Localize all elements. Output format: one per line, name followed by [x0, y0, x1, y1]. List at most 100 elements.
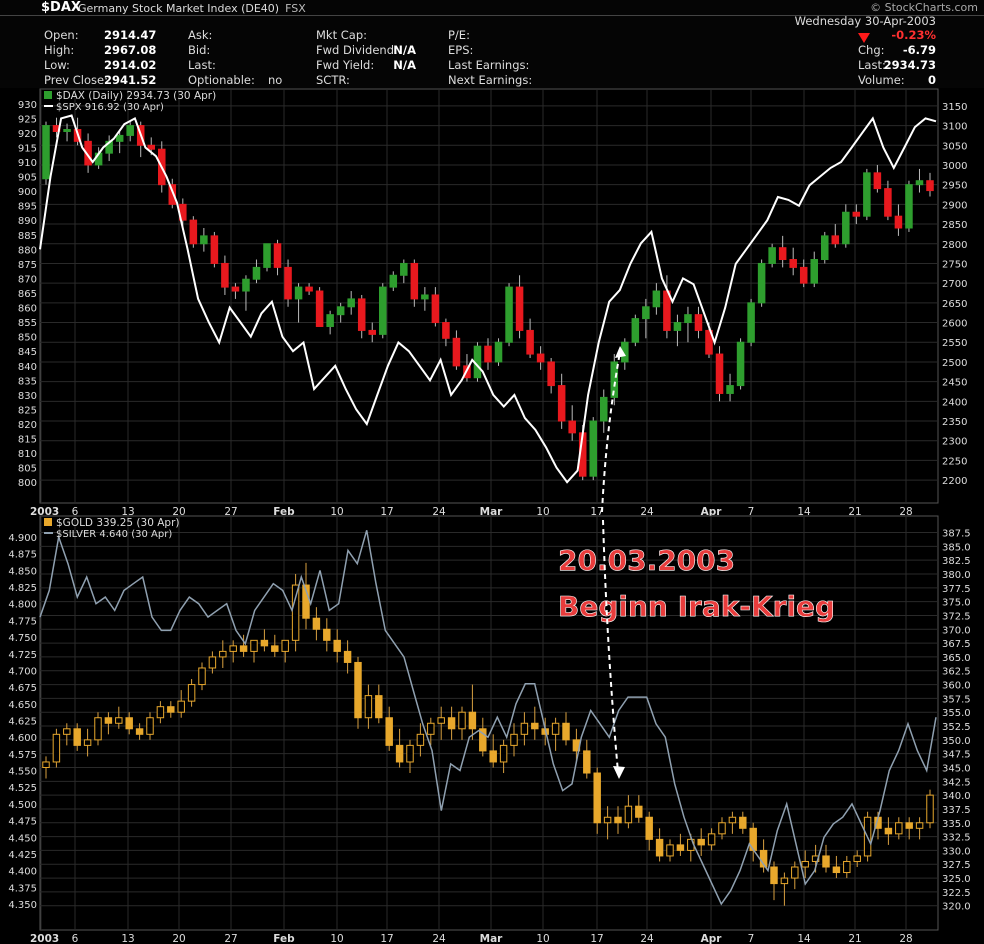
header-divider — [0, 15, 984, 16]
y-left-tick-label: 865 — [18, 289, 37, 300]
y-left-tick-label: 4.825 — [8, 583, 37, 594]
legend-swatch-main — [44, 91, 52, 99]
y-left-tick-label: 880 — [18, 245, 37, 256]
candle-body — [728, 816, 737, 824]
symbol-title: $DAX — [41, 0, 81, 15]
candle-body — [52, 733, 61, 763]
y-left-tick-label: 920 — [18, 129, 37, 140]
candle-body — [635, 805, 643, 818]
y-left-tick-label: 4.625 — [8, 717, 37, 728]
y-left-tick-label: 870 — [18, 274, 37, 285]
y-left-tick-label: 4.525 — [8, 783, 37, 794]
y-right-tick-label: 350.0 — [942, 736, 971, 747]
candle-body — [789, 259, 797, 268]
candle-body — [718, 822, 726, 835]
candle-body — [510, 733, 518, 746]
y-right-tick-label: 2300 — [942, 437, 967, 448]
x-tick-label: Apr — [701, 933, 723, 944]
candle-body — [231, 286, 240, 292]
x-tick-label: 7 — [748, 933, 755, 944]
y-left-tick-label: 4.375 — [8, 883, 37, 894]
candle-body — [294, 286, 303, 300]
y-left-tick-label: 840 — [18, 362, 37, 373]
candle-body — [343, 650, 352, 663]
candle-body — [831, 235, 840, 245]
y-left-tick-label: 4.775 — [8, 616, 37, 627]
y-right-tick-label: 2800 — [942, 240, 967, 251]
y-left-tick-label: 815 — [18, 435, 37, 446]
candle-body — [853, 855, 861, 862]
candle-body — [747, 302, 755, 343]
legend-overlay-label: $SILVER 4.640 (30 Apr) — [56, 529, 172, 540]
candle-body — [494, 341, 503, 363]
percent-change: -0.23% — [891, 28, 936, 42]
candle-body — [895, 822, 903, 835]
candle-body — [336, 306, 345, 316]
arrow-up-head-icon — [615, 346, 626, 358]
candle-body — [832, 866, 841, 874]
candle-body — [395, 744, 404, 763]
open-value: 2914.47 — [104, 28, 157, 42]
candle-body — [562, 722, 570, 741]
legend-main-label: $DAX (Daily) 2934.73 (30 Apr) — [56, 90, 216, 102]
candle-body — [655, 838, 664, 857]
candle-body — [427, 722, 435, 735]
candle-body — [104, 717, 113, 724]
candle-body — [915, 180, 924, 186]
chg-value: -6.79 — [902, 43, 936, 57]
candle-body — [115, 717, 123, 724]
y-left-tick-label: 800 — [18, 478, 37, 489]
candle-body — [410, 262, 419, 300]
y-right-tick-label: 340.0 — [942, 791, 971, 802]
y-right-tick-label: 2500 — [942, 358, 967, 369]
x-tick-label: 13 — [121, 506, 134, 518]
y-right-tick-label: 352.5 — [942, 722, 971, 733]
y-left-tick-label: 4.350 — [8, 900, 37, 911]
y-left-tick-label: 855 — [18, 318, 37, 329]
watermark[interactable]: © StockCharts.com — [870, 1, 978, 14]
y-right-tick-label: 2600 — [942, 319, 967, 330]
candle-body — [431, 294, 440, 324]
y-left-tick-label: 900 — [18, 187, 37, 198]
candle-body — [631, 318, 640, 343]
candle-body — [187, 684, 196, 702]
candle-body — [312, 617, 321, 630]
x-tick-label: 6 — [72, 506, 79, 518]
candle-body — [400, 262, 408, 276]
last-label: Last: — [188, 58, 216, 72]
x-tick-label: Feb — [273, 506, 295, 518]
fwd-yield-label: Fwd Yield: — [316, 58, 375, 72]
x-tick-label: Mar — [480, 506, 504, 518]
candle-body — [146, 717, 154, 735]
x-tick-label: 6 — [72, 933, 79, 944]
candle-body — [811, 855, 820, 862]
y-left-tick-label: 4.550 — [8, 767, 37, 778]
candle-body — [842, 211, 850, 245]
candle-body — [801, 860, 809, 868]
x-tick-label: 13 — [121, 933, 134, 944]
candle-body — [364, 695, 373, 719]
pe-label: P/E: — [448, 28, 470, 42]
y-right-tick-label: 2750 — [942, 259, 967, 270]
candle-body — [177, 700, 185, 713]
y-right-tick-label: 3000 — [942, 161, 967, 172]
candle-body — [873, 172, 882, 190]
x-tick-label: 24 — [432, 506, 446, 518]
y-left-tick-label: 895 — [18, 202, 37, 213]
chg-label: Chg: — [858, 43, 885, 57]
high-label: High: — [44, 43, 75, 57]
candle-body — [273, 243, 282, 268]
y-right-tick-label: 332.5 — [942, 833, 971, 844]
plot-frame — [39, 515, 939, 931]
y-left-tick-label: 825 — [18, 405, 37, 416]
y-right-tick-label: 325.0 — [942, 874, 971, 885]
y-left-tick-label: 845 — [18, 347, 37, 358]
open-label: Open: — [44, 28, 79, 42]
y-right-tick-label: 320.0 — [942, 902, 971, 913]
index-name: Germany Stock Market Index (DE40) — [78, 2, 280, 15]
candle-body — [252, 266, 261, 280]
bid-label: Bid: — [188, 43, 211, 57]
candle-body — [147, 144, 156, 150]
x-tick-label: 27 — [224, 506, 237, 518]
